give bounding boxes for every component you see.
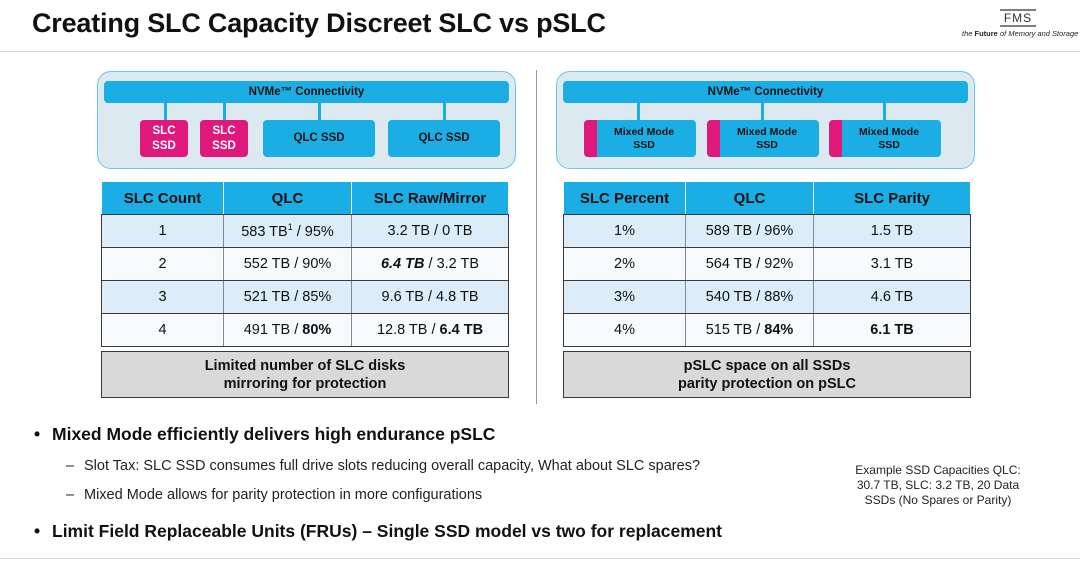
table-cell: 2% (563, 247, 686, 281)
fms-logo: FMS the Future of Memory and Storage (962, 4, 1079, 38)
dash-icon: – (66, 458, 75, 474)
bus-connector (164, 103, 167, 120)
discreet-slc-note: Limited number of SLC disks mirroring fo… (101, 351, 509, 398)
table-row: 2% 564 TB / 92% 3.1 TB (563, 247, 971, 281)
table-row: 1 583 TB1 / 95% 3.2 TB / 0 TB (101, 214, 509, 248)
table-cell: 552 TB / 90% (223, 247, 352, 281)
bus-connector (761, 103, 764, 120)
mixed-mode-ssd-drive: Mixed Mode SSD (829, 120, 941, 157)
bullet-icon: • (34, 424, 41, 444)
table-row: 2 552 TB / 90% 6.4 TB / 3.2 TB (101, 247, 509, 281)
qlc-ssd-drive: QLC SSD (388, 120, 500, 157)
table-cell: 1% (563, 214, 686, 248)
table-cell: 540 TB / 88% (685, 280, 814, 314)
table-cell: 3.1 TB (813, 247, 971, 281)
table-row: 4% 515 TB / 84% 6.1 TB (563, 313, 971, 347)
sub-bullet-parity: – Mixed Mode allows for parity protection… (66, 487, 483, 503)
sub-bullet-slot-tax: – Slot Tax: SLC SSD consumes full drive s… (66, 458, 701, 474)
bus-connector (223, 103, 226, 120)
slc-count-table: SLC Count QLC SLC Raw/Mirror 1 583 TB1 /… (101, 181, 509, 347)
table-cell: 1.5 TB (813, 214, 971, 248)
qlc-ssd-drive: QLC SSD (263, 120, 375, 157)
note-line: pSLC space on all SSDs (683, 357, 851, 374)
bottom-rule (0, 558, 1080, 559)
table-cell: 4 (101, 313, 224, 347)
column-header: QLC (223, 181, 352, 215)
table-cell: 515 TB / 84% (685, 313, 814, 347)
dash-icon: – (66, 487, 75, 503)
table-header-row: SLC Count QLC SLC Raw/Mirror (101, 181, 509, 215)
logo-mark-text: FMS (1004, 11, 1032, 25)
title-rule (0, 51, 1080, 52)
pslc-note: pSLC space on all SSDs parity protection… (563, 351, 971, 398)
mixed-mode-ssd-drive: Mixed Mode SSD (707, 120, 819, 157)
nvme-bus: NVMe™ Connectivity (563, 81, 968, 103)
bullet-icon: • (34, 521, 41, 541)
table-header-row: SLC Percent QLC SLC Parity (563, 181, 971, 215)
slide-title: Creating SLC Capacity Discreet SLC vs pS… (32, 8, 606, 38)
note-line: Limited number of SLC disks (204, 357, 406, 374)
table-cell: 521 TB / 85% (223, 280, 352, 314)
column-header: SLC Parity (813, 181, 971, 215)
table-cell: 1 (101, 214, 224, 248)
center-divider (536, 70, 537, 404)
table-cell: 2 (101, 247, 224, 281)
table-cell: 3% (563, 280, 686, 314)
table-cell: 6.4 TB / 3.2 TB (351, 247, 509, 281)
table-cell: 12.8 TB / 6.4 TB (351, 313, 509, 347)
table-cell: 3 (101, 280, 224, 314)
table-cell: 583 TB1 / 95% (223, 214, 352, 248)
bullet-fru: • Limit Field Replaceable Units (FRUs) – … (34, 521, 723, 541)
column-header: SLC Raw/Mirror (351, 181, 509, 215)
mixed-mode-ssd-drive: Mixed Mode SSD (584, 120, 696, 157)
pslc-diagram: NVMe™ Connectivity Mixed Mode SSD Mixed M… (556, 71, 975, 169)
note-line: parity protection on pSLC (677, 375, 857, 392)
slc-ssd-drive: SLC SSD (200, 120, 248, 157)
table-row: 3 521 TB / 85% 9.6 TB / 4.8 TB (101, 280, 509, 314)
bus-connector (637, 103, 640, 120)
example-capacities-note: Example SSD Capacities QLC: 30.7 TB, SLC… (855, 463, 1021, 507)
column-header: QLC (685, 181, 814, 215)
table-row: 4 491 TB / 80% 12.8 TB / 6.4 TB (101, 313, 509, 347)
fms-logo-icon: FMS (1000, 9, 1036, 27)
table-cell: 4% (563, 313, 686, 347)
table-cell: 9.6 TB / 4.8 TB (351, 280, 509, 314)
logo-tagline: the Future of Memory and Storage (962, 29, 1079, 38)
bullet-mixed-mode: • Mixed Mode efficiently delivers high en… (34, 424, 496, 444)
slc-ssd-drive: SLC SSD (140, 120, 188, 157)
table-row: 1% 589 TB / 96% 1.5 TB (563, 214, 971, 248)
bus-connector (883, 103, 886, 120)
column-header: SLC Count (101, 181, 224, 215)
note-line: mirroring for protection (223, 375, 387, 392)
table-cell: 3.2 TB / 0 TB (351, 214, 509, 248)
slc-percent-table: SLC Percent QLC SLC Parity 1% 589 TB / 9… (563, 181, 971, 347)
bus-connector (443, 103, 446, 120)
table-cell: 589 TB / 96% (685, 214, 814, 248)
discreet-slc-diagram: NVMe™ Connectivity SLC SSD SLC SSD QLC SSD… (97, 71, 516, 169)
column-header: SLC Percent (563, 181, 686, 215)
table-cell: 6.1 TB (813, 313, 971, 347)
table-cell: 564 TB / 92% (685, 247, 814, 281)
table-cell: 4.6 TB (813, 280, 971, 314)
nvme-bus: NVMe™ Connectivity (104, 81, 509, 103)
table-row: 3% 540 TB / 88% 4.6 TB (563, 280, 971, 314)
bus-connector (318, 103, 321, 120)
table-cell: 491 TB / 80% (223, 313, 352, 347)
